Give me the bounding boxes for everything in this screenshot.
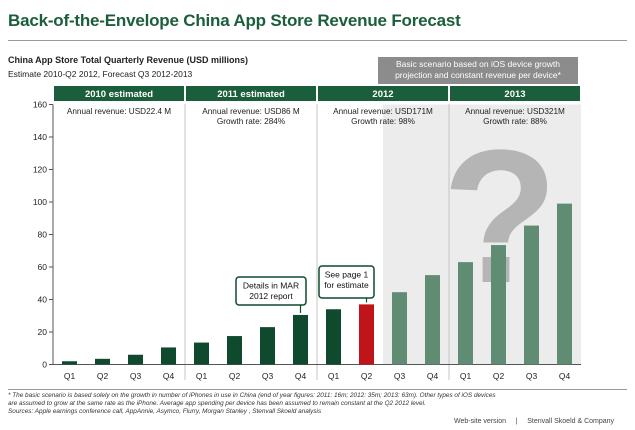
callout-text: 2012 report xyxy=(249,291,293,301)
footer: Web-site version | Stenvall Skoeld & Com… xyxy=(454,418,615,425)
title-divider xyxy=(8,40,627,41)
period-growth-rate: Growth rate: 98% xyxy=(351,117,415,126)
x-tick-label: Q1 xyxy=(196,371,208,381)
x-tick-label: Q3 xyxy=(526,371,538,381)
period-annual-revenue: Annual revenue: USD171M xyxy=(333,107,433,116)
x-tick-label: Q1 xyxy=(64,371,76,381)
scenario-note: Basic scenario based on iOS device growt… xyxy=(378,57,578,84)
period-annual-revenue: Annual revenue: USD22.4 M xyxy=(67,107,171,116)
bar-q3 xyxy=(128,354,143,365)
bar-q4 xyxy=(293,314,308,365)
period-label: 2010 estimated xyxy=(85,89,153,100)
x-tick-label: Q3 xyxy=(130,371,142,381)
y-tick-label: 140 xyxy=(33,132,47,142)
footnote-line-2: are assumed to grow at the same rate as … xyxy=(8,399,426,407)
y-tick-label: 0 xyxy=(42,360,47,370)
callout-text: See page 1 xyxy=(325,270,369,280)
x-tick-label: Q3 xyxy=(262,371,274,381)
callout-frame xyxy=(318,265,375,299)
callout-text: Details in MAR xyxy=(243,281,299,291)
scenario-note-line-2: projection and constant revenue per devi… xyxy=(395,70,561,80)
chart-subtitle-estimate: Estimate 2010-Q2 2012, Forecast Q3 2012-… xyxy=(8,69,193,79)
forecast-shading xyxy=(383,104,581,365)
footnote-sources: Sources: Apple earnings conference call,… xyxy=(8,407,322,415)
x-tick-label: Q3 xyxy=(394,371,406,381)
y-tick-label: 40 xyxy=(38,295,48,305)
x-tick-label: Q1 xyxy=(328,371,340,381)
x-tick-label: Q2 xyxy=(97,371,109,381)
x-tick-label: Q4 xyxy=(427,371,439,381)
bar-q1 xyxy=(326,309,341,365)
bar-q1 xyxy=(194,342,209,365)
period-label: 2012 xyxy=(372,89,393,100)
chart-subtitle: China App Store Total Quarterly Revenue … xyxy=(8,55,249,65)
bar-q4 xyxy=(425,275,440,365)
period-growth-rate: Growth rate: 284% xyxy=(217,117,285,126)
page-title: Back-of-the-Envelope China App Store Rev… xyxy=(8,11,461,30)
bar-q3 xyxy=(524,225,539,365)
y-tick-label: 60 xyxy=(38,262,48,272)
bar-q4 xyxy=(161,347,176,365)
period-header-2 xyxy=(186,86,316,101)
bar-q1 xyxy=(62,361,77,365)
x-tick-label: Q1 xyxy=(460,371,472,381)
period-annual-revenue: Annual revenue: USD86 M xyxy=(202,107,300,116)
period-header-4 xyxy=(450,86,580,101)
y-tick-label: 100 xyxy=(33,197,47,207)
bar-q3 xyxy=(392,292,407,365)
bar-q4 xyxy=(557,203,572,365)
period-label: 2013 xyxy=(504,89,525,100)
footnote-line-1: * The basic scenario is based solely on … xyxy=(8,392,496,399)
period-growth-rate: Growth rate: 88% xyxy=(483,117,547,126)
y-tick-label: 160 xyxy=(33,100,47,110)
bar-q2 xyxy=(491,245,506,365)
bar-q2 xyxy=(227,336,242,365)
bar-q2 xyxy=(95,358,110,365)
y-tick-label: 80 xyxy=(38,230,48,240)
bar-q2 xyxy=(359,304,374,365)
y-tick-label: 120 xyxy=(33,165,47,175)
x-tick-label: Q4 xyxy=(295,371,307,381)
period-label: 2011 estimated xyxy=(217,89,285,100)
period-header-3 xyxy=(318,86,448,101)
x-tick-label: Q4 xyxy=(559,371,571,381)
footnote: * The basic scenario is based solely on … xyxy=(8,392,608,415)
x-tick-label: Q2 xyxy=(493,371,505,381)
period-annual-revenue: Annual revenue: USD321M xyxy=(465,107,565,116)
bar-q1 xyxy=(458,262,473,365)
callout-text: for estimate xyxy=(324,280,369,290)
callout-frame xyxy=(235,276,307,306)
x-tick-label: Q2 xyxy=(229,371,241,381)
period-header-1 xyxy=(54,86,184,101)
x-tick-label: Q4 xyxy=(163,371,175,381)
y-tick-label: 20 xyxy=(38,327,48,337)
footnote-divider xyxy=(8,389,627,390)
scenario-note-line-1: Basic scenario based on iOS device growt… xyxy=(396,59,560,69)
x-tick-label: Q2 xyxy=(361,371,373,381)
bar-q3 xyxy=(260,327,275,365)
